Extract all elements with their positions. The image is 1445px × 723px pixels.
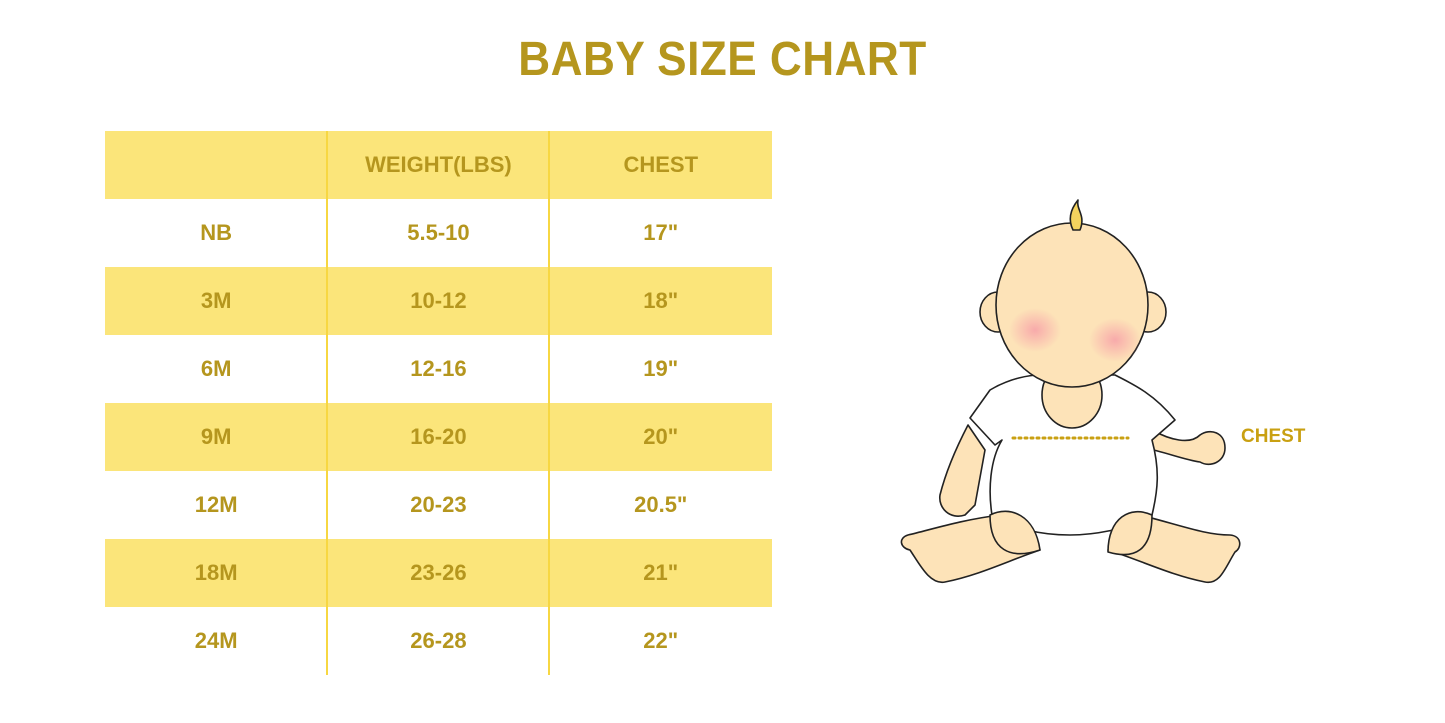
size-table: WEIGHT(LBS) CHEST NB 5.5-10 17" 3M 10-12… — [105, 131, 772, 675]
size-cell: 3M — [200, 288, 232, 313]
column-divider — [326, 131, 328, 675]
baby-illustration — [900, 199, 1241, 584]
weight-cell: 10-12 — [410, 288, 467, 313]
table-row: 9M 16-20 20" — [105, 403, 772, 471]
chest-label: CHEST — [1241, 426, 1306, 447]
weight-cell: 5.5-10 — [407, 220, 470, 245]
chest-cell: 20.5" — [634, 492, 688, 517]
weight-cell: 16-20 — [410, 424, 467, 449]
weight-cell: 26-28 — [410, 628, 467, 653]
header-size — [105, 131, 327, 199]
weight-cell: 23-26 — [410, 560, 467, 585]
table-row: 12M 20-23 20.5" — [105, 471, 772, 539]
chest-cell: 22" — [643, 628, 679, 653]
table-row: 18M 23-26 21" — [105, 539, 772, 607]
table-row: 24M 26-28 22" — [105, 607, 772, 675]
size-cell: 18M — [194, 560, 238, 585]
hair-tuft — [1069, 199, 1083, 231]
page-title: BABY SIZE CHART — [518, 33, 927, 86]
weight-cell: 20-23 — [410, 492, 467, 517]
head — [995, 222, 1149, 388]
size-cell: 24M — [194, 628, 238, 653]
header-weight: WEIGHT(LBS) — [365, 152, 512, 177]
chest-cell: 19" — [643, 356, 679, 381]
header-chest: CHEST — [623, 152, 699, 177]
table-header-row: WEIGHT(LBS) CHEST — [105, 131, 772, 199]
size-cell: 6M — [200, 356, 232, 381]
table-row: NB 5.5-10 17" — [105, 199, 772, 267]
chest-cell: 18" — [643, 288, 679, 313]
column-divider — [548, 131, 550, 675]
chest-cell: 20" — [643, 424, 679, 449]
table-row: 3M 10-12 18" — [105, 267, 772, 335]
table-row: 6M 12-16 19" — [105, 335, 772, 403]
chest-cell: 17" — [643, 220, 679, 245]
size-cell: 9M — [200, 424, 232, 449]
chest-cell: 21" — [643, 560, 679, 585]
size-cell: NB — [200, 220, 233, 245]
weight-cell: 12-16 — [410, 356, 467, 381]
size-cell: 12M — [194, 492, 238, 517]
